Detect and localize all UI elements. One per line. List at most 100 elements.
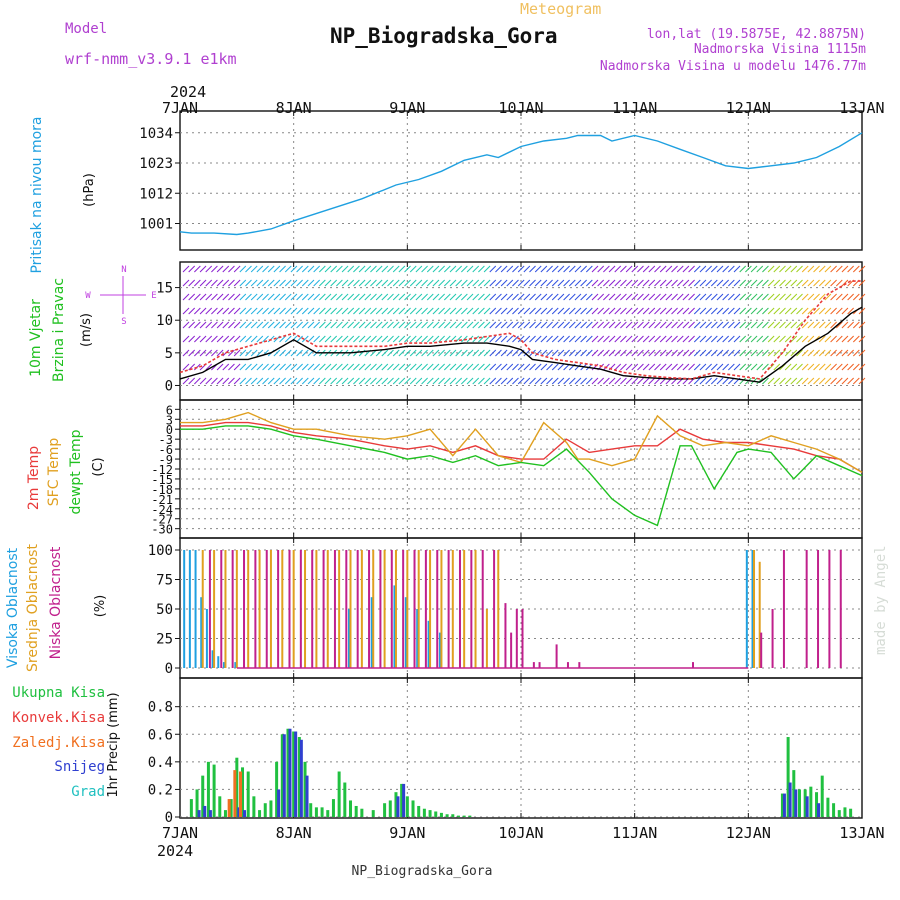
wind-barb (211, 377, 218, 385)
wind-barb (404, 307, 411, 315)
wind-barb (847, 321, 854, 329)
wind-barb (409, 377, 417, 385)
bar-niska-oblacnost (839, 550, 842, 668)
bar-ukupna-kisa (371, 810, 375, 817)
wind-barb (824, 349, 832, 357)
wind-barb (415, 335, 423, 343)
y-tick-label: -12 (151, 463, 173, 477)
wind-barb (228, 363, 235, 371)
bar-snijeg (243, 810, 247, 817)
wind-barb (205, 349, 213, 357)
wind-barb (693, 377, 701, 385)
wind-barb (807, 363, 815, 371)
wind-barb (387, 307, 394, 315)
wind-barb (404, 293, 411, 301)
wind-barb (648, 279, 656, 287)
bar-niska-oblacnost (504, 603, 507, 668)
wind-barb (495, 321, 502, 329)
elevation-label: Nadmorska Visina 1115m (694, 42, 866, 57)
bar-ukupna-kisa (195, 789, 199, 817)
wind-barb (722, 349, 730, 357)
wind-barb (699, 307, 707, 315)
wind-barb (722, 377, 730, 385)
wind-barb (693, 363, 701, 371)
wind-barb (415, 349, 423, 357)
wind-barb (517, 335, 525, 343)
wind-barb (188, 377, 196, 385)
wind-barb (392, 279, 400, 287)
top-time-axis: 7JAN 8JAN 9JAN 10JAN 11JAN 12JAN 13JAN (162, 99, 885, 117)
wind-barb (324, 377, 332, 385)
wind-barb (671, 307, 678, 315)
wind-barb (807, 307, 815, 315)
wind-barb (256, 335, 264, 343)
wind-barb (455, 363, 463, 371)
wind-barb (188, 335, 196, 343)
wind-barb (233, 265, 241, 273)
wind-barb (847, 293, 854, 301)
wind-barb (443, 265, 451, 273)
wind-barb (245, 363, 252, 371)
wind-barb (489, 321, 497, 329)
y-tick-label: -15 (151, 473, 173, 487)
bar-ukupna-kisa (780, 793, 784, 817)
wind-barb (796, 307, 803, 315)
wind-barb (495, 377, 502, 385)
wind-barb (642, 307, 650, 315)
wind-panel: 0 5 10 15 N W E S (85, 261, 866, 401)
wind-barb (534, 279, 542, 287)
wind-barb (620, 279, 627, 287)
wind-barb (523, 307, 531, 315)
wind-barb (296, 293, 303, 301)
wind-barb (500, 349, 508, 357)
wind-barb (460, 349, 468, 357)
meteogram-label: Meteogram (520, 0, 601, 18)
wind-barb (648, 307, 656, 315)
wind-barb (574, 279, 582, 287)
wind-barb (705, 265, 712, 273)
wind-barb (392, 293, 400, 301)
wind-barb (858, 349, 866, 357)
bar-niska-oblacnost (521, 609, 524, 668)
top-time-label: 12JAN (726, 99, 771, 117)
wind-barb (205, 321, 213, 329)
wind-barb (466, 349, 474, 357)
bar-niska-oblacnost (277, 550, 280, 668)
wind-barb (818, 265, 826, 273)
wind-barb (767, 377, 775, 385)
bar-ukupna-kisa (843, 807, 847, 817)
wind-barb (665, 321, 673, 329)
wind-barb (608, 307, 616, 315)
wind-barbs (182, 265, 866, 385)
bar-srednja-oblacnost (497, 550, 500, 668)
bar-snijeg (299, 739, 303, 817)
wind-barb (540, 321, 548, 329)
wind-barb (614, 335, 622, 343)
wind-barb (745, 307, 752, 315)
wind-barb (398, 335, 406, 343)
wind-barb (534, 293, 542, 301)
wind-barb (756, 307, 764, 315)
wind-barb (216, 293, 224, 301)
bar-snijeg (396, 796, 400, 817)
wind-barb (716, 307, 724, 315)
wind-barb (472, 321, 480, 329)
bar-niska-oblacnost (231, 550, 234, 668)
wind-barb (449, 279, 457, 287)
wind-barb (773, 335, 781, 343)
wind-barb (267, 279, 275, 287)
wind-barb (824, 293, 832, 301)
wind-barb (421, 307, 428, 315)
wind-barb (756, 335, 764, 343)
wind-barb (784, 307, 792, 315)
wind-barb (608, 279, 616, 287)
wind-barb (676, 349, 684, 357)
wind-barb (710, 293, 718, 301)
wind-barb (199, 307, 207, 315)
bar-ukupna-kisa (309, 803, 313, 817)
wind-barb (284, 321, 292, 329)
bar-srednja-oblacnost (451, 550, 454, 668)
wind-barb (654, 321, 661, 329)
wind-barb (585, 265, 593, 273)
